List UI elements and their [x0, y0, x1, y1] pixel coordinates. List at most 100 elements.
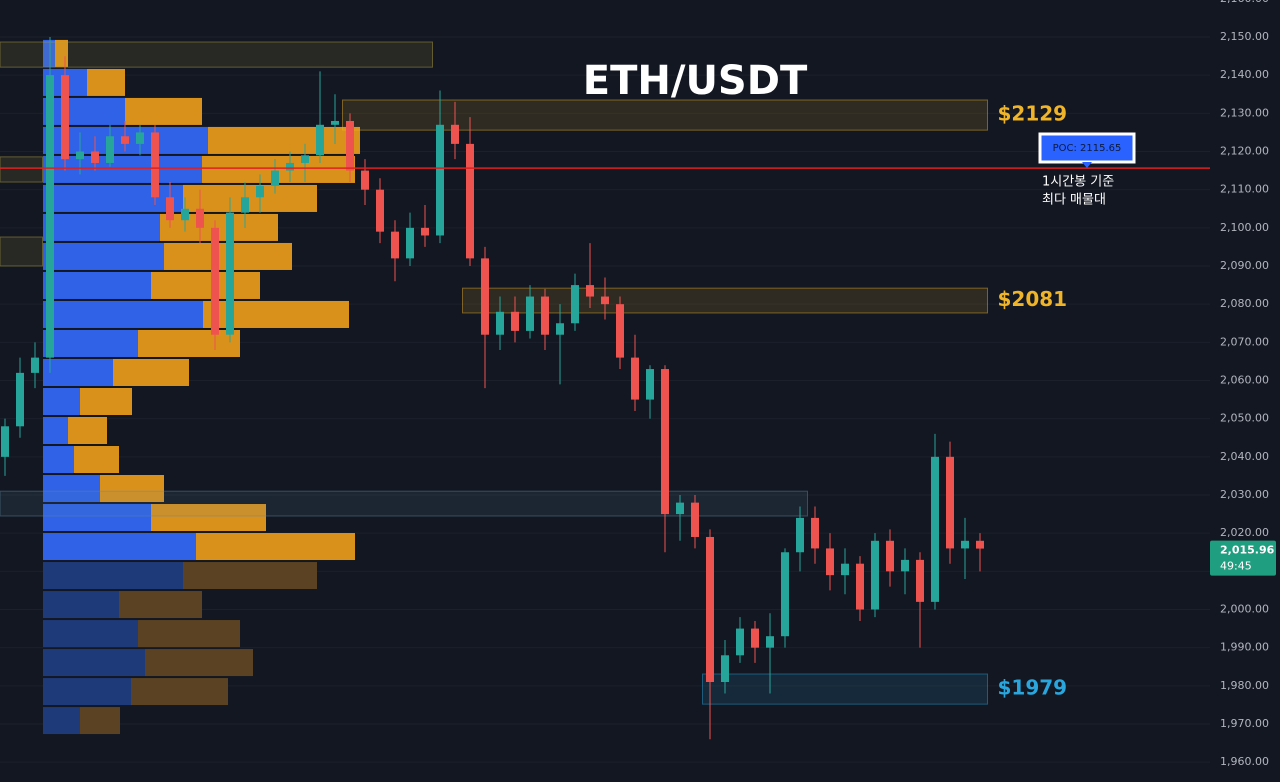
candle-body [496, 311, 504, 335]
zone-label: $2081 [998, 287, 1068, 311]
candle-body [151, 132, 159, 198]
candle-body [16, 372, 24, 427]
candle-body [661, 369, 669, 515]
candle-body [736, 628, 744, 656]
candle-body [616, 304, 624, 358]
candle-body [406, 227, 414, 259]
buy-volume [43, 387, 80, 415]
candle-body [166, 197, 174, 221]
candle-body [781, 552, 789, 637]
buy-volume [43, 39, 55, 67]
candle-body [751, 628, 759, 648]
buy-volume [43, 707, 80, 735]
candle-body [136, 132, 144, 144]
buy-volume [43, 358, 113, 386]
sell-volume [131, 678, 228, 706]
candle-body [31, 357, 39, 373]
sell-volume [68, 416, 107, 445]
note: 1시간봉 기준 [1042, 175, 1114, 190]
zone-label: $1979 [998, 676, 1068, 700]
zone [702, 673, 988, 705]
y-tick-label: 2,110.00 [1220, 183, 1269, 196]
candle-body [436, 124, 444, 236]
sell-volume [80, 387, 132, 415]
buy-volume [43, 416, 68, 445]
candle-body [556, 323, 564, 335]
candle-body [676, 502, 684, 515]
candle-body [826, 548, 834, 576]
candle-body [181, 208, 189, 221]
poc-label: POC: 2115.65 [1053, 143, 1122, 154]
candle-body [1, 426, 9, 457]
buy-volume [43, 271, 151, 299]
candle-body [121, 136, 129, 144]
candle-body [856, 563, 864, 610]
candle-body [466, 143, 474, 259]
candle-body [106, 136, 114, 163]
candle-body [421, 227, 429, 236]
y-tick-label: 2,020.00 [1220, 526, 1269, 539]
sell-volume [183, 562, 317, 590]
candle-body [766, 636, 774, 648]
candle-body [361, 170, 369, 190]
y-tick-label: 1,970.00 [1220, 717, 1269, 730]
candle-body [481, 258, 489, 335]
buy-volume [43, 620, 138, 648]
sell-volume [138, 620, 240, 648]
candle-body [811, 517, 819, 549]
candle-body [61, 75, 69, 160]
price-tag-label: 2,015.96 [1220, 544, 1275, 557]
sell-volume [100, 475, 164, 503]
candle-body [301, 155, 309, 163]
candle-body [511, 311, 519, 331]
zone-label: $2129 [998, 102, 1068, 126]
buy-volume [43, 504, 151, 532]
candle-body [901, 559, 909, 572]
buy-volume [43, 446, 74, 474]
y-tick-label: 1,960.00 [1220, 755, 1269, 768]
candle-body [241, 197, 249, 213]
candle-body [286, 162, 294, 171]
candle-body [601, 296, 609, 305]
zone [0, 490, 808, 517]
sell-volume [74, 446, 119, 474]
buy-volume [43, 184, 183, 212]
buy-volume [43, 329, 138, 357]
candle-body [871, 540, 879, 610]
candle-body [256, 185, 264, 198]
buy-volume [43, 591, 119, 619]
countdown: 49:45 [1220, 560, 1252, 573]
candle-body [331, 120, 339, 125]
candle-body [706, 536, 714, 683]
zone [0, 41, 433, 68]
candle-body [391, 231, 399, 259]
y-tick-label: 2,100.00 [1220, 221, 1269, 234]
sell-volume [138, 329, 240, 357]
y-tick-label: 2,040.00 [1220, 450, 1269, 463]
candle-body [196, 208, 204, 228]
buy-volume [43, 678, 131, 706]
candle-body [46, 75, 54, 358]
zones [0, 41, 988, 705]
candle-body [961, 540, 969, 549]
candle-body [886, 540, 894, 572]
buy-volume [43, 155, 202, 183]
sell-volume [151, 271, 260, 299]
candle-body [91, 151, 99, 163]
candle-body [646, 369, 654, 400]
candle-body [211, 227, 219, 335]
y-tick-label: 1,990.00 [1220, 641, 1269, 654]
sell-volume [203, 300, 349, 328]
buy-volume [43, 242, 164, 270]
candle-body [946, 456, 954, 549]
chart-title: ETH/USDT [583, 58, 808, 104]
sell-volume [87, 68, 125, 96]
zone [342, 99, 988, 131]
y-tick-label: 2,160.00 [1220, 0, 1269, 5]
buy-volume [43, 213, 160, 241]
y-tick-label: 2,130.00 [1220, 106, 1269, 119]
y-tick-label: 2,030.00 [1220, 488, 1269, 501]
y-tick-label: 2,060.00 [1220, 374, 1269, 387]
